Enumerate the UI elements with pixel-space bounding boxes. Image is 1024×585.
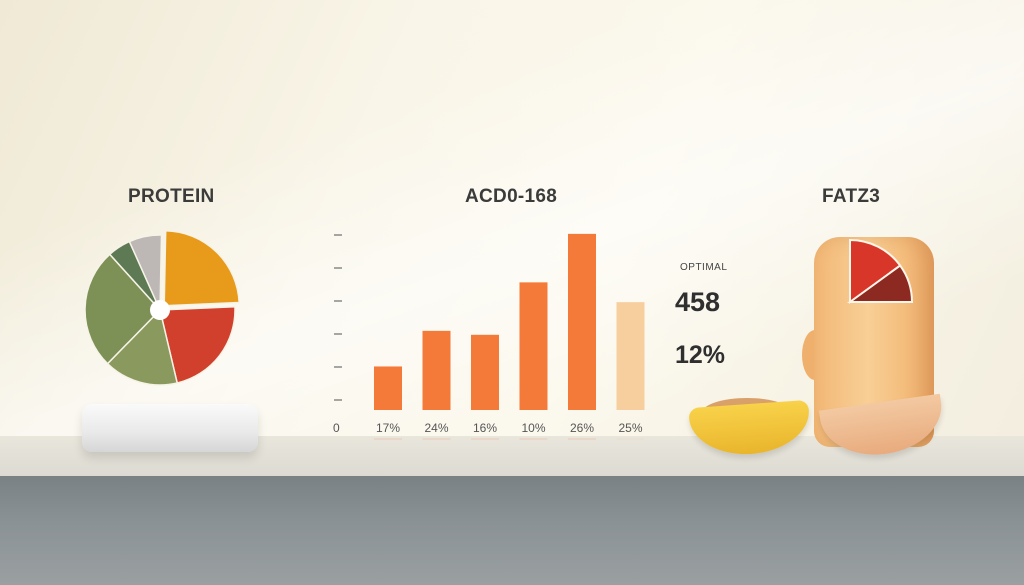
bar-reflection bbox=[568, 438, 596, 440]
bar-category-label: 16% bbox=[473, 421, 497, 435]
jar-pie-slice bbox=[846, 264, 914, 303]
bar-category-label: 24% bbox=[424, 421, 448, 435]
bar bbox=[519, 282, 548, 410]
pie-slice bbox=[159, 306, 236, 384]
bar-reflection bbox=[519, 438, 548, 440]
table-front bbox=[0, 476, 1024, 585]
bar bbox=[471, 334, 499, 410]
bar-category-label: 25% bbox=[618, 421, 642, 435]
optimal-percent: 12% bbox=[675, 341, 726, 369]
fatz-title: FATZ3 bbox=[822, 186, 881, 207]
bar-reflection bbox=[616, 438, 645, 440]
bar-category-label: 26% bbox=[570, 421, 594, 435]
pie-slice bbox=[106, 308, 179, 386]
pie-slice bbox=[128, 234, 163, 311]
bar-reflection bbox=[374, 438, 402, 440]
bar-reflection bbox=[471, 438, 499, 440]
acd-bar-chart: 0 17% 24% 16% 10% 26% 25% bbox=[333, 233, 645, 440]
protein-title: PROTEIN bbox=[128, 186, 215, 207]
bar-reflection bbox=[422, 438, 451, 440]
optimal-label: OPTIMAL bbox=[680, 262, 728, 273]
bar-category-label: 10% bbox=[521, 421, 545, 435]
fatz-pie-chart bbox=[846, 238, 914, 304]
acd-title: ACD0-168 bbox=[465, 186, 558, 207]
pie-slice bbox=[84, 253, 162, 365]
axis-zero-label: 0 bbox=[333, 421, 340, 435]
pie-slice bbox=[163, 230, 240, 307]
pie-center-hole bbox=[150, 300, 170, 320]
protein-pie-chart bbox=[84, 230, 240, 386]
bar bbox=[616, 302, 645, 410]
bar bbox=[422, 330, 451, 410]
bar bbox=[374, 366, 402, 410]
jar-pie-slice bbox=[849, 238, 902, 304]
optimal-value: 458 bbox=[675, 287, 721, 317]
bar-category-label: 17% bbox=[376, 421, 400, 435]
bar bbox=[568, 233, 596, 410]
pie-plinth bbox=[82, 404, 258, 452]
